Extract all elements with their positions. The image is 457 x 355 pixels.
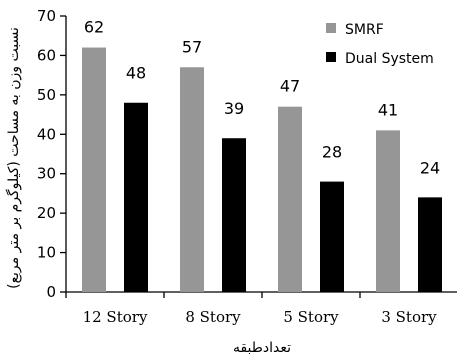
bar-dual-system (124, 102, 148, 292)
x-tick-label: 8 Story (185, 308, 241, 326)
bar-smrf (376, 130, 400, 292)
x-tick-label: 5 Story (283, 308, 339, 326)
y-tick-label: 60 (37, 46, 56, 64)
y-axis: 0 10 20 30 40 50 60 70 (37, 7, 67, 301)
y-tick-label: 50 (37, 86, 56, 104)
y-tick-label: 0 (46, 283, 56, 301)
x-tick-label: 3 Story (381, 308, 437, 326)
data-label: 24 (420, 158, 440, 177)
bar-dual-system (222, 138, 246, 292)
y-tick-label: 20 (37, 204, 56, 222)
bar-smrf (82, 47, 106, 292)
x-tick-label: 12 Story (83, 308, 148, 326)
y-tick-label: 10 (37, 244, 56, 262)
x-axis: 12 Story 8 Story 5 Story 3 Story (65, 291, 457, 326)
legend-label-dual-system: Dual System (345, 51, 434, 67)
legend-swatch-dual-system (326, 52, 336, 62)
legend-label-smrf: SMRF (345, 22, 384, 38)
legend: SMRF Dual System (326, 22, 434, 67)
data-labels: 62 57 47 41 48 39 28 24 (84, 18, 440, 178)
legend-swatch-smrf (326, 23, 336, 33)
data-label: 28 (322, 143, 342, 162)
y-axis-title: نسبت وزن به مساحت (کیلوگرم بر متر مربع) (5, 27, 22, 289)
y-tick-label: 40 (37, 125, 56, 143)
x-axis-title: تعدادطبقه (233, 340, 291, 355)
bar-dual-system (320, 181, 344, 292)
bars (82, 47, 442, 292)
data-label: 57 (182, 37, 202, 56)
y-tick-label: 70 (37, 7, 56, 25)
bar-dual-system (418, 197, 442, 292)
data-label: 41 (378, 100, 398, 119)
data-label: 47 (280, 77, 300, 96)
y-tick-label: 30 (37, 165, 56, 183)
bar-smrf (180, 67, 204, 292)
bar-smrf (278, 106, 302, 292)
data-label: 39 (224, 99, 244, 118)
data-label: 48 (126, 64, 146, 83)
data-label: 62 (84, 18, 104, 37)
